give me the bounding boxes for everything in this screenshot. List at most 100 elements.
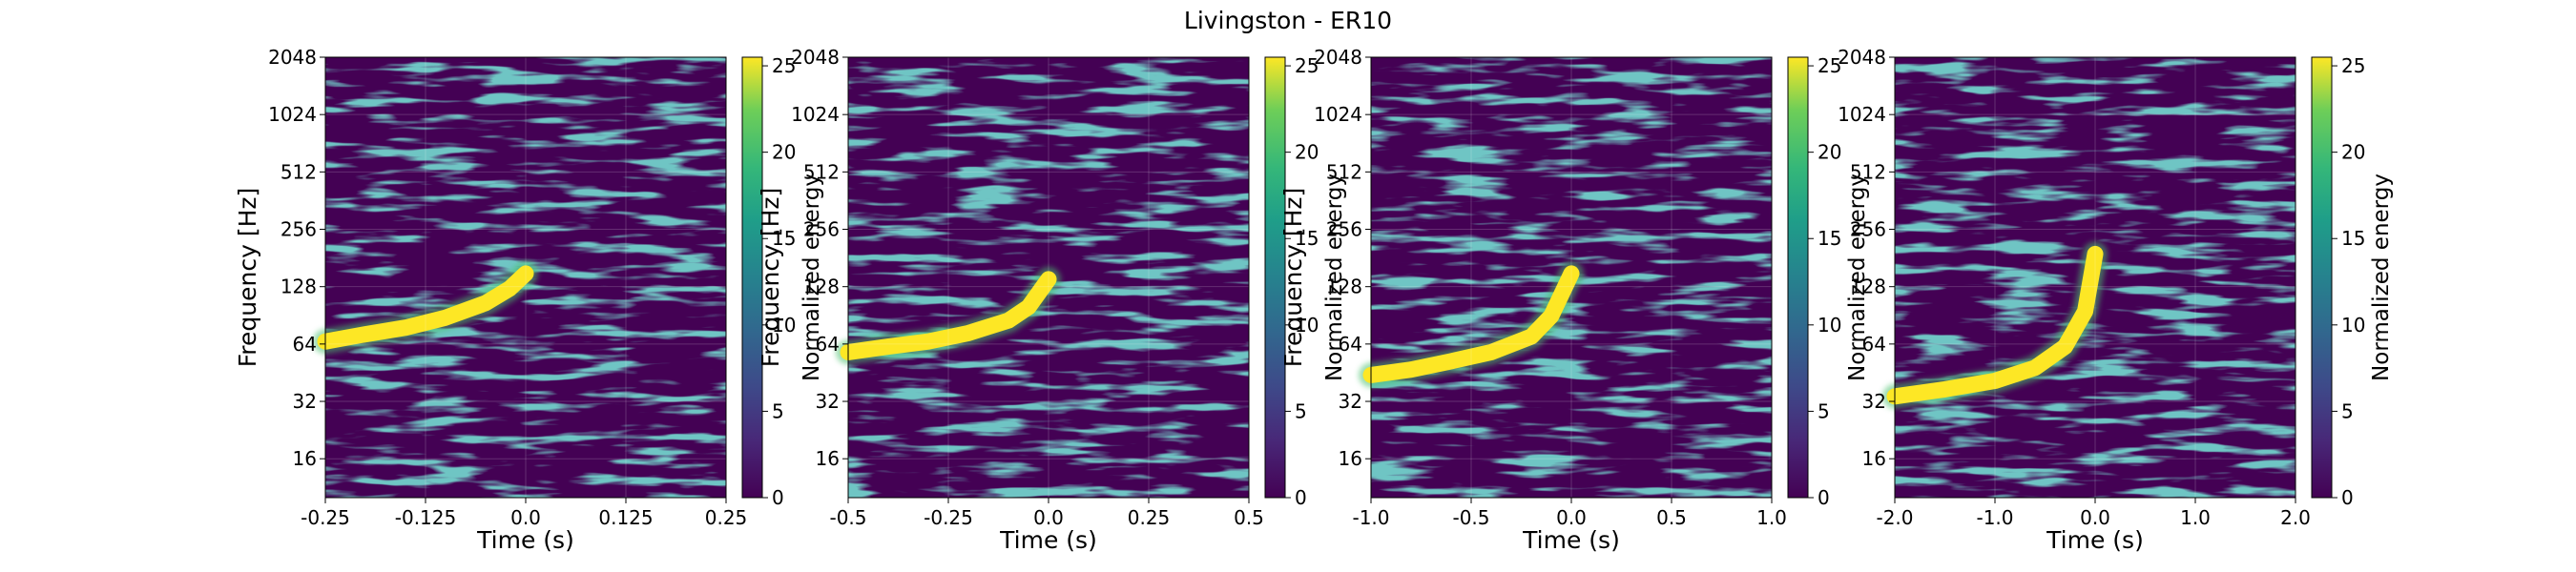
y-tick-label: 256 — [1326, 218, 1362, 241]
y-tick-label: 64 — [1339, 333, 1362, 356]
y-tick-label: 2048 — [1314, 46, 1362, 69]
colorbar-tick-label: 5 — [1818, 399, 1830, 422]
spectrogram-panel-2: -0.5 -0.25 0.0 0.25 0.5 Time (s) 16 32 64 128 256 5… — [757, 46, 1347, 554]
y-tick-label: 512 — [1326, 160, 1362, 183]
chirp-track — [317, 265, 534, 350]
y-tick-label: 64 — [293, 333, 317, 356]
colorbar-tick-label: 25 — [2341, 54, 2365, 77]
y-tick-label: 1024 — [791, 103, 840, 126]
colorbar-tick-label: 15 — [1818, 227, 1841, 250]
colorbar-tick-label: 20 — [2341, 141, 2365, 164]
colorbar-tick-label: 10 — [1295, 314, 1319, 337]
y-tick-label: 256 — [803, 218, 840, 241]
colorbar-tick-label: 0 — [1818, 486, 1830, 509]
y-tick-label: 256 — [1850, 218, 1886, 241]
colorbar-label: Normalized energy — [1845, 174, 1870, 381]
y-tick-label: 16 — [1862, 447, 1886, 470]
y-tick-label: 128 — [1850, 276, 1886, 298]
spectrogram-panel-1: -0.25 -0.125 0.0 0.125 0.25 Time (s) 16 32 64 128… — [234, 46, 824, 554]
x-tick-label: 0.0 — [510, 506, 541, 529]
x-tick-label: 1.0 — [2180, 506, 2211, 529]
colorbar — [741, 56, 763, 499]
spectrogram-panel-3: -1.0 -0.5 0.0 0.5 1.0 Time (s) 16 32 64 128 256 512… — [1279, 46, 1870, 554]
colorbar — [1787, 56, 1809, 499]
colorbar-tick-label: 20 — [772, 141, 796, 164]
y-tick-label: 1024 — [268, 103, 317, 126]
x-tick-label: 2.0 — [2280, 506, 2311, 529]
x-tick-label: 1.0 — [1756, 506, 1787, 529]
x-tick-label: -0.125 — [395, 506, 456, 529]
y-tick-label: 512 — [1850, 160, 1886, 183]
y-tick-label: 2048 — [1838, 46, 1886, 69]
colorbar — [1264, 56, 1286, 499]
x-tick-label: 0.5 — [1234, 506, 1264, 529]
x-tick-label: -1.0 — [1352, 506, 1389, 529]
colorbar-tick-label: 20 — [1818, 141, 1841, 164]
figure-title: Livingston - ER10 — [1184, 7, 1392, 34]
x-tick-label: 0.5 — [1656, 506, 1687, 529]
colorbar-tick-label: 15 — [1295, 227, 1319, 250]
x-tick-label: 0.0 — [2080, 506, 2110, 529]
colorbar-tick-label: 10 — [772, 314, 796, 337]
colorbar-tick-label: 10 — [1818, 314, 1841, 337]
colorbar-tick-label: 15 — [2341, 227, 2365, 250]
x-tick-label: 0.125 — [598, 506, 653, 529]
colorbar-tick-label: 25 — [1295, 54, 1319, 77]
y-tick-label: 128 — [280, 276, 317, 298]
x-axis-label: Time (s) — [2046, 526, 2144, 554]
x-axis-label: Time (s) — [999, 526, 1097, 554]
y-tick-label: 16 — [293, 447, 317, 470]
y-tick-label: 512 — [280, 160, 317, 183]
x-tick-label: -2.0 — [1876, 506, 1913, 529]
x-tick-label: -1.0 — [1976, 506, 2013, 529]
x-tick-label: 0.0 — [1556, 506, 1587, 529]
y-axis-label: Frequency [Hz] — [234, 188, 261, 368]
x-tick-label: 0.25 — [1128, 506, 1171, 529]
y-axis-label: Frequency [Hz] — [1279, 188, 1307, 368]
y-tick-label: 256 — [280, 218, 317, 241]
x-tick-label: -0.5 — [829, 506, 866, 529]
x-tick-label: 0.25 — [705, 506, 748, 529]
colorbar-tick-label: 5 — [2341, 399, 2354, 422]
colorbar-label: Normalized energy — [1322, 174, 1347, 381]
colorbar-tick-label: 0 — [772, 486, 784, 509]
y-tick-label: 32 — [293, 390, 317, 413]
y-tick-label: 16 — [1339, 447, 1362, 470]
y-tick-label: 32 — [1862, 390, 1886, 413]
chirp-track — [840, 271, 1057, 360]
x-tick-label: -0.5 — [1452, 506, 1489, 529]
colorbar-tick-label: 5 — [1295, 399, 1307, 422]
y-tick-label: 512 — [803, 160, 840, 183]
y-tick-label: 32 — [816, 390, 840, 413]
spectrogram-panel-4: -2.0 -1.0 0.0 1.0 2.0 Time (s) 16 32 64 128 256 512… — [1838, 46, 2394, 554]
colorbar-label: Normalized energy — [800, 174, 824, 381]
colorbar-tick-label: 10 — [2341, 314, 2365, 337]
y-tick-label: 1024 — [1838, 103, 1886, 126]
y-tick-label: 64 — [816, 333, 840, 356]
y-axis-label: Frequency [Hz] — [757, 188, 784, 368]
chirp-track — [1362, 265, 1580, 383]
x-tick-label: -0.25 — [301, 506, 350, 529]
y-tick-label: 2048 — [791, 46, 840, 69]
colorbar-tick-label: 5 — [772, 399, 784, 422]
y-tick-label: 16 — [816, 447, 840, 470]
y-tick-label: 128 — [803, 276, 840, 298]
colorbar-tick-label: 0 — [2341, 486, 2354, 509]
x-axis-label: Time (s) — [476, 526, 574, 554]
colorbar-label: Normalized energy — [2369, 174, 2394, 381]
y-tick-label: 2048 — [268, 46, 317, 69]
x-tick-label: -0.25 — [924, 506, 973, 529]
colorbar-tick-label: 0 — [1295, 486, 1307, 509]
colorbar-tick-label: 15 — [772, 227, 796, 250]
y-tick-label: 1024 — [1314, 103, 1362, 126]
x-axis-label: Time (s) — [1522, 526, 1620, 554]
colorbar-tick-label: 25 — [772, 54, 796, 77]
colorbar-tick-label: 20 — [1295, 141, 1319, 164]
x-tick-label: 0.0 — [1033, 506, 1064, 529]
colorbar — [2311, 56, 2333, 499]
y-tick-label: 64 — [1862, 333, 1886, 356]
y-tick-label: 128 — [1326, 276, 1362, 298]
chirp-track — [1886, 245, 2104, 405]
colorbar-tick-label: 25 — [1818, 54, 1841, 77]
